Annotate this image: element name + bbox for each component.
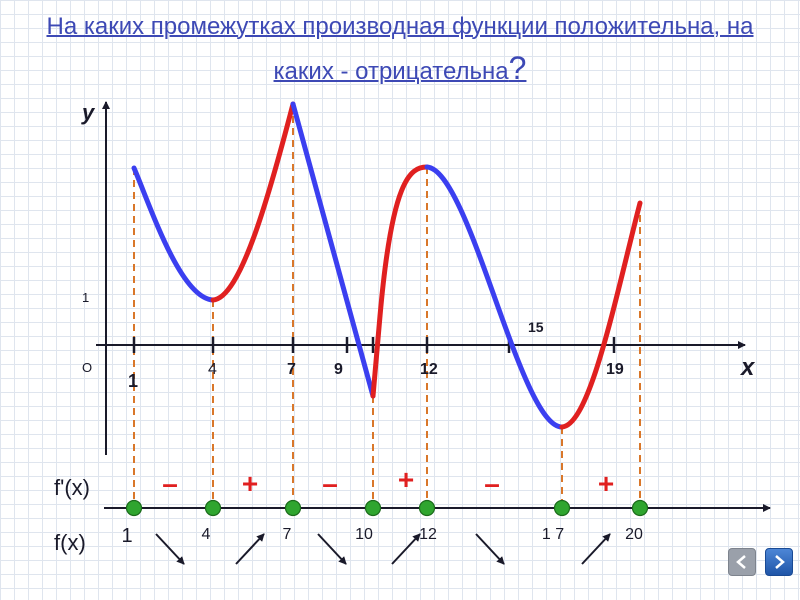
- point-label: 1: [121, 525, 132, 547]
- critical-point-dot: [125, 499, 143, 517]
- decreasing-arrow-icon: [155, 533, 185, 565]
- point-label: 7: [283, 526, 292, 543]
- increasing-arrow-icon: [581, 533, 611, 565]
- derivative-row-label: f'(x): [54, 475, 90, 500]
- critical-point-dot: [204, 499, 222, 517]
- critical-point-dot: [284, 499, 302, 517]
- curve-increasing-2: [370, 164, 430, 399]
- origin-label: O: [82, 360, 92, 375]
- critical-point-dot: [631, 499, 649, 517]
- sign-plus: +: [242, 468, 258, 499]
- x-tick-label: 15: [528, 319, 544, 335]
- back-button[interactable]: [728, 548, 756, 576]
- slide-title-question-mark: ?: [508, 49, 527, 86]
- function-row-label: f(x): [54, 530, 86, 555]
- curve-decreasing-3: [424, 164, 565, 430]
- x-tick-label: 9: [334, 361, 343, 378]
- coordinate-axes: [96, 101, 746, 455]
- function-curve: [131, 101, 643, 430]
- x-tick-label: 1: [128, 371, 138, 391]
- extremum-guides: [133, 104, 641, 508]
- monotonicity-arrows: [155, 533, 611, 565]
- x-tick-label: 4: [208, 361, 217, 378]
- curve-increasing-1: [210, 101, 296, 303]
- point-label: 12: [419, 526, 437, 543]
- curve-increasing-3: [559, 200, 643, 430]
- y-unit-label: 1: [82, 290, 89, 305]
- x-tick-labels: 1 4 7 9 12 15 19: [128, 319, 624, 391]
- slide-title-text: На каких промежутках производная функции…: [46, 13, 754, 85]
- back-arrow-icon: [736, 555, 746, 569]
- x-axis-ticks: [132, 337, 616, 353]
- y-axis-label: y: [81, 100, 96, 125]
- x-axis-label: x: [739, 354, 756, 381]
- critical-points: [125, 499, 649, 517]
- forward-button[interactable]: [765, 548, 793, 576]
- x-tick-label: 7: [287, 361, 296, 378]
- sign-plus: +: [598, 468, 614, 499]
- x-tick-label: 12: [420, 361, 438, 378]
- point-label: 1 7: [542, 526, 564, 543]
- critical-point-dot: [364, 499, 382, 517]
- point-label: 20: [625, 526, 643, 543]
- sign-minus: –: [322, 468, 338, 499]
- curve-decreasing-2: [290, 101, 376, 399]
- sign-minus: –: [162, 468, 178, 499]
- forward-arrow-icon: [775, 555, 785, 569]
- sign-plus: +: [398, 464, 414, 495]
- slide-title: На каких промежутках производная функции…: [40, 10, 760, 91]
- decreasing-arrow-icon: [317, 533, 347, 565]
- curve-decreasing-1: [131, 165, 216, 303]
- point-label: 4: [202, 526, 211, 543]
- increasing-arrow-icon: [235, 533, 265, 565]
- sign-minus: –: [484, 468, 500, 499]
- derivative-signs: – + – + – +: [162, 464, 614, 499]
- point-label: 10: [355, 526, 373, 543]
- function-point-labels: 1 4 7 10 12 1 7 20: [121, 525, 643, 547]
- x-tick-label: 19: [606, 361, 624, 378]
- critical-point-dot: [553, 499, 571, 517]
- increasing-arrow-icon: [391, 533, 421, 565]
- decreasing-arrow-icon: [475, 533, 505, 565]
- critical-point-dot: [418, 499, 436, 517]
